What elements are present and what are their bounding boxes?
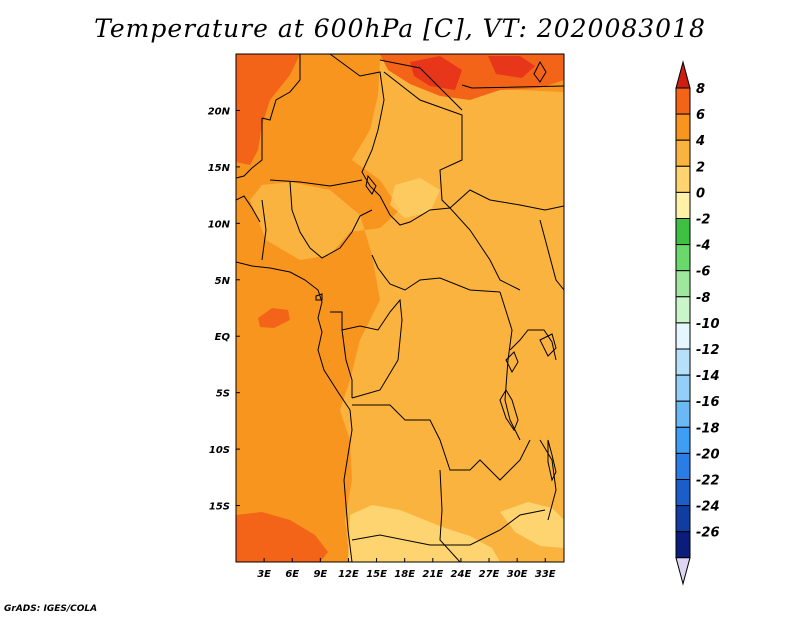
- lat-tick-label: 15S: [209, 502, 230, 513]
- colorbar-label: -20: [696, 447, 720, 462]
- colorbar-label: -18: [696, 421, 720, 436]
- lat-tick-label: 5S: [216, 389, 230, 400]
- longitude-axis: 3E 6E 9E 12E 15E 18E 21E 24E 27E 30E 33E: [257, 558, 556, 580]
- lon-tick-label: 33E: [535, 569, 556, 580]
- colorbar-label: 6: [696, 108, 705, 123]
- lon-tick-label: 24E: [451, 569, 472, 580]
- lat-tick-label: EQ: [215, 332, 231, 343]
- lon-tick-label: 6E: [285, 569, 299, 580]
- lon-tick-label: 12E: [338, 569, 359, 580]
- colorbar-label: -14: [696, 369, 720, 384]
- colorbar-label: 2: [696, 160, 705, 175]
- field-red-orange-northwest: [236, 54, 300, 165]
- latitude-axis: 20N 15N 10N 5N EQ 5S 10S 15S: [208, 106, 240, 513]
- colorbar-swatch: [675, 244, 691, 272]
- colorbar-bottom-arrow: [675, 557, 691, 586]
- colorbar-label: -2: [696, 213, 710, 228]
- colorbar-swatch: [675, 165, 691, 193]
- lon-tick-label: 15E: [366, 569, 387, 580]
- colorbar-swatch: [675, 87, 691, 115]
- colorbar-label: -12: [696, 343, 720, 358]
- colorbar-swatch: [675, 505, 691, 533]
- colorbar-swatch: [675, 531, 691, 559]
- colorbar-swatch: [675, 113, 691, 141]
- coastline: [236, 261, 353, 562]
- colorbar-swatch: [675, 452, 691, 480]
- colorbar: 8 6 4 2 0 -2 -4 -6 -8 -10 -12 -14 -16 -18 -20 -22 -24 -26: [675, 60, 720, 586]
- colorbar-label: -10: [696, 317, 720, 332]
- temperature-field: [236, 54, 564, 562]
- colorbar-swatch: [675, 479, 691, 507]
- colorbar-label: -6: [696, 265, 710, 280]
- colorbar-swatch: [675, 139, 691, 167]
- colorbar-swatch: [675, 270, 691, 298]
- colorbar-label: -24: [696, 500, 720, 515]
- lon-tick-label: 3E: [257, 569, 271, 580]
- colorbar-label: -8: [696, 291, 710, 306]
- lat-tick-label: 15N: [208, 163, 231, 174]
- colorbar-swatch: [675, 218, 691, 246]
- lon-tick-label: 18E: [394, 569, 415, 580]
- lat-tick-label: 20N: [208, 106, 231, 117]
- colorbar-label: -16: [696, 395, 720, 410]
- colorbar-label: -26: [696, 526, 720, 541]
- colorbar-label: 8: [696, 82, 705, 97]
- colorbar-label: -4: [696, 239, 710, 254]
- credit-label: GrADS: IGES/COLA: [4, 604, 98, 614]
- field-red-hotspot-2: [488, 56, 535, 78]
- colorbar-top-arrow: [675, 60, 691, 89]
- colorbar-swatch: [675, 348, 691, 376]
- field-pale-yellow-south: [348, 505, 500, 562]
- colorbar-swatch: [675, 296, 691, 324]
- field-pale-yellow-north: [390, 178, 440, 218]
- lat-tick-label: 5N: [215, 276, 231, 287]
- field-light-orange-region: [250, 60, 564, 562]
- lon-tick-label: 27E: [479, 569, 500, 580]
- plot-frame: [235, 53, 565, 563]
- field-red-orange-gulf-patch: [258, 308, 290, 328]
- lon-tick-label: 30E: [507, 569, 528, 580]
- colorbar-label: -22: [696, 474, 720, 489]
- colorbar-label: 4: [695, 134, 705, 149]
- colorbar-swatch: [675, 322, 691, 350]
- lat-tick-label: 10N: [208, 219, 231, 230]
- colorbar-label: 0: [696, 186, 705, 201]
- field-red-orange-southwest: [236, 512, 328, 562]
- colorbar-swatch: [675, 426, 691, 454]
- lon-tick-label: 9E: [313, 569, 327, 580]
- field-red-hotspot-1: [410, 56, 462, 90]
- map-title: Temperature at 600hPa [C], VT: 202008301…: [94, 14, 706, 43]
- colorbar-swatch: [675, 374, 691, 402]
- lat-tick-label: 10S: [209, 445, 230, 456]
- lon-tick-label: 21E: [422, 569, 443, 580]
- colorbar-swatch: [675, 191, 691, 219]
- colorbar-swatch: [675, 400, 691, 428]
- country-borders: [236, 54, 564, 562]
- field-pale-yellow-southeast: [500, 502, 564, 548]
